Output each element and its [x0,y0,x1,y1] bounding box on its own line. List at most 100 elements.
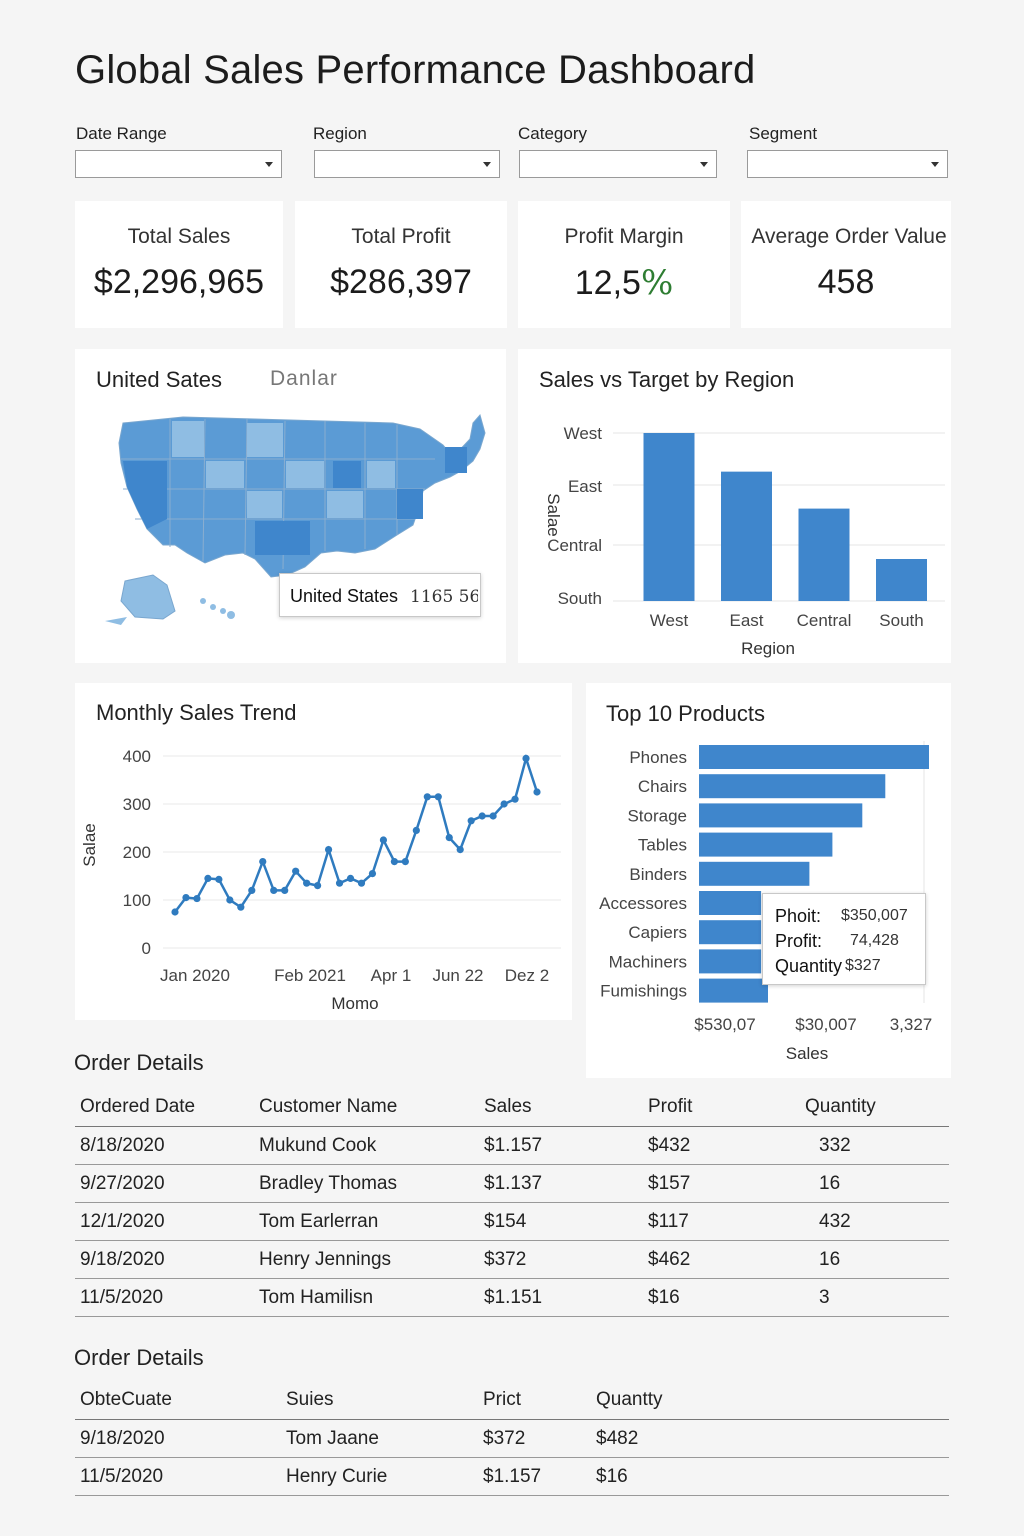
data-point[interactable] [324,846,333,854]
table-row[interactable]: 12/1/2020 Tom Earlerran $154 $117 432 [75,1202,949,1241]
table-row[interactable]: 9/18/2020 Tom Jaane $372 $482 [75,1419,949,1458]
x-tick-label: South [879,611,923,630]
data-point[interactable] [456,846,464,854]
table-cell: $157 [643,1164,800,1203]
region-bar-chart: West East Central South Salae West East Central… [544,424,945,658]
tooltip-label: Quantity [775,956,843,976]
category-select[interactable] [519,150,717,178]
page-title: Global Sales Performance Dashboard [75,48,756,92]
orders-title: Order Details [74,1050,204,1075]
data-point[interactable] [390,858,398,866]
map-tooltip-value: 1165 561 [410,587,478,607]
date-range-select[interactable] [75,150,282,178]
y-tick-label: Central [547,536,602,555]
kpi-label: Total Sales [127,225,231,248]
bar-east[interactable] [721,471,772,601]
orders-title-secondary: Order Details [74,1345,204,1370]
data-point[interactable] [182,894,190,902]
data-point[interactable] [270,886,278,894]
column-header[interactable]: Prict [478,1381,591,1420]
table-cell: 8/18/2020 [75,1126,254,1165]
y-tick-label: Chairs [638,777,687,796]
bar-central[interactable] [798,508,850,601]
data-point[interactable] [533,788,541,796]
data-point[interactable] [500,800,508,808]
bar-binders[interactable] [699,861,810,886]
kpi-card-average-order-value: Average Order Value 458 [741,201,951,328]
table-cell: 16 [800,1240,949,1279]
data-point[interactable] [226,896,234,904]
table-cell: 3 [800,1278,949,1317]
region-select[interactable] [314,150,500,178]
data-point[interactable] [511,795,519,803]
data-point[interactable] [489,812,497,820]
bar-storage[interactable] [699,803,863,828]
table-cell: $372 [479,1240,643,1279]
table-cell: 16 [800,1164,949,1203]
filter-label-date-range: Date Range [76,124,167,143]
data-point[interactable] [379,836,388,844]
bar-phones[interactable] [699,745,929,769]
data-point[interactable] [204,874,212,882]
data-point[interactable] [259,858,267,866]
data-point[interactable] [522,754,530,762]
table-row[interactable]: 11/5/2020 Henry Curie $1.157 $16 [75,1457,949,1496]
column-header[interactable]: Ordered Date [75,1088,254,1127]
data-point[interactable] [292,867,300,875]
region-chart-title: Sales vs Target by Region [539,367,795,392]
bar-south[interactable] [876,559,927,601]
table-row[interactable]: 11/5/2020 Tom Hamilisn $1.151 $16 3 [75,1278,949,1317]
bar-chairs[interactable] [699,774,886,799]
bar-west[interactable] [643,433,695,601]
data-point[interactable] [248,886,256,894]
table-row[interactable]: 9/18/2020 Henry Jennings $372 $462 16 [75,1240,949,1279]
data-point[interactable] [215,875,223,883]
column-header[interactable]: ObteCuate [75,1381,281,1420]
table-row[interactable]: 9/27/2020 Bradley Thomas $1.137 $157 16 [75,1164,949,1203]
products-chart-title: Top 10 Products [606,701,765,726]
tooltip-label: Profit: [775,931,823,951]
data-point[interactable] [171,908,179,916]
data-point[interactable] [401,858,409,866]
column-header[interactable]: Quantity [800,1088,949,1127]
data-point[interactable] [357,879,366,887]
bar-fumishings[interactable] [699,978,768,1003]
table-row[interactable]: 8/18/2020 Mukund Cook $1.157 $432 332 [75,1126,949,1165]
data-point[interactable] [412,826,420,834]
us-map[interactable] [75,349,506,663]
data-point[interactable] [368,870,377,878]
x-tick-label: Apr 1 [371,966,412,985]
data-point[interactable] [434,793,442,801]
data-point[interactable] [335,879,344,887]
bar-machiners[interactable] [699,949,762,974]
column-header[interactable]: Sales [479,1088,643,1127]
x-tick-label: West [650,611,689,630]
data-point[interactable] [281,886,289,894]
table-header-row: Ordered Date Customer Name Sales Profit Quan… [75,1088,949,1127]
data-point[interactable] [478,812,486,820]
column-header[interactable]: Customer Name [254,1088,479,1127]
sales-line [174,754,539,913]
data-point[interactable] [237,903,245,911]
data-point[interactable] [346,874,355,882]
table-cell: $154 [479,1202,643,1241]
map-panel: United Sates Danlar [75,349,506,663]
data-point[interactable] [314,882,322,890]
column-header[interactable]: Suies [281,1381,478,1420]
bar-capiers[interactable] [699,920,762,945]
column-header[interactable]: Profit [643,1088,800,1127]
column-header[interactable]: Quantty [591,1381,949,1420]
data-point[interactable] [467,817,475,825]
bar-tables[interactable] [699,832,833,857]
data-point[interactable] [303,879,311,887]
x-tick-label: $530,07 [694,1015,755,1034]
y-tick-label: East [568,477,602,496]
orders-table: Ordered Date Customer Name Sales Profit Quan… [75,1088,949,1317]
data-point[interactable] [423,793,431,801]
data-point[interactable] [193,894,201,903]
data-point[interactable] [445,834,453,842]
bar-accessores[interactable] [699,891,762,915]
segment-select[interactable] [747,150,948,178]
table-cell: Tom Hamilisn [254,1278,479,1317]
products-tooltip: Phoit: $350,007 Profit: 74,428 Quantity … [762,893,926,985]
